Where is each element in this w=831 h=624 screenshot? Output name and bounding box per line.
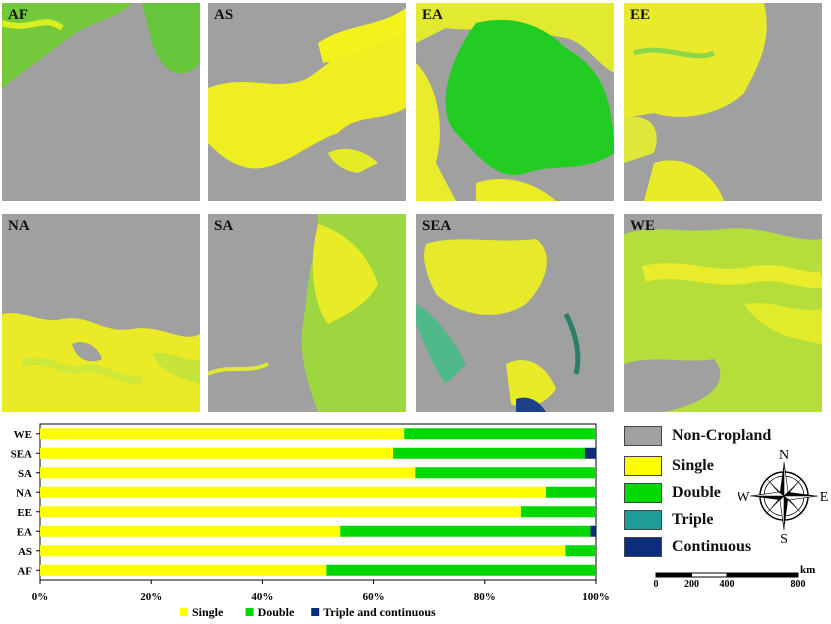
bar-ee-double xyxy=(520,506,596,518)
y-tick-label: NA xyxy=(16,487,32,499)
scale-tick-label: 400 xyxy=(720,579,735,590)
compass-s: S xyxy=(780,532,788,544)
y-tick-label: AS xyxy=(18,546,32,558)
scale-segment xyxy=(726,572,799,578)
map-ea-pattern xyxy=(416,3,614,201)
bar-ea-single xyxy=(40,525,341,537)
y-tick-label: AF xyxy=(17,565,32,577)
x-tick-label: 20% xyxy=(140,591,162,603)
panel-label: SEA xyxy=(422,218,452,234)
map-panel-sea: SEA xyxy=(416,214,614,412)
legend-swatch-double xyxy=(245,608,254,616)
legend-label: Single xyxy=(672,457,714,474)
map-ee-pattern xyxy=(624,3,767,201)
plot-frame xyxy=(39,423,597,581)
scale-segment xyxy=(691,572,728,578)
bar-ea-triple-and-continuous xyxy=(590,525,596,537)
panel-label: AS xyxy=(214,7,234,23)
panel-label: NA xyxy=(8,218,30,234)
map-panel-ea: EA xyxy=(416,3,614,201)
legend-swatch-single xyxy=(180,608,188,616)
bar-ee-single xyxy=(40,506,521,518)
x-tick-label: 80% xyxy=(474,591,496,603)
scale-tick-label: 800 xyxy=(791,579,806,590)
map-we-pattern xyxy=(624,228,822,412)
compass-rose-icon: N S E W xyxy=(738,448,829,544)
x-tick-label: 0% xyxy=(32,591,49,603)
scale-tick-label: 200 xyxy=(684,579,699,590)
map-panel-we: WE xyxy=(624,214,822,412)
y-tick-label: SA xyxy=(18,468,32,480)
compass-e: E xyxy=(820,490,829,505)
map-panel-af: AF xyxy=(2,3,200,201)
map-panel-sa: SA xyxy=(208,214,406,412)
panel-label: AF xyxy=(8,7,28,23)
legend-swatch xyxy=(624,510,662,530)
legend-swatch xyxy=(624,426,662,446)
y-tick-label: WE xyxy=(14,429,32,441)
legend-swatch xyxy=(624,456,662,476)
bar-na-double xyxy=(545,486,596,498)
y-tick-label: SEA xyxy=(11,448,32,460)
x-tick-label: 60% xyxy=(363,591,385,603)
map-as-pattern xyxy=(208,8,406,173)
legend-label-single: Single xyxy=(192,605,224,619)
legend-label: Continuous xyxy=(672,538,752,555)
bar-we-single xyxy=(40,428,405,440)
bar-sea-double xyxy=(393,447,585,459)
map-af-pattern xyxy=(2,3,200,88)
compass-n: N xyxy=(779,448,789,463)
legend-label: Triple xyxy=(672,511,714,528)
legend-swatch xyxy=(624,483,662,503)
legend-swatch xyxy=(624,537,662,557)
legend-label-double: Double xyxy=(258,605,295,619)
legend-label: Non-Cropland xyxy=(672,427,772,444)
legend-swatch-triple-and-continuous xyxy=(311,608,320,616)
bar-as-double xyxy=(565,545,596,557)
bar-sea-single xyxy=(40,447,394,459)
x-tick-label: 40% xyxy=(251,591,273,603)
bar-we-double xyxy=(404,428,596,440)
x-tick-label: 100% xyxy=(582,591,610,603)
scale-segment xyxy=(655,572,692,578)
map-panel-ee: EE xyxy=(624,3,822,201)
bar-af-double xyxy=(326,564,596,576)
bar-as-single xyxy=(40,545,566,557)
panel-label: WE xyxy=(630,218,656,234)
y-tick-label: EE xyxy=(17,507,32,519)
compass-w: W xyxy=(738,490,750,505)
scale-unit: km xyxy=(800,564,815,576)
panel-label: EA xyxy=(422,7,443,23)
scale-bar: 0 200 400 800 km xyxy=(654,564,816,590)
stacked-bar-chart: WE SEA SA NA EE EA AS AF 0% 20% 40% 60% 80% 100% Sin… xyxy=(11,423,610,619)
map-panel-as: AS xyxy=(208,3,406,201)
map-sa-pattern xyxy=(208,214,406,412)
bar-na-single xyxy=(40,486,546,498)
legend-label-triple-and-continuous: Triple and continuous xyxy=(323,605,436,619)
bar-sa-single xyxy=(40,467,416,479)
scale-tick-label: 0 xyxy=(654,579,659,590)
y-tick-label: EA xyxy=(17,526,32,538)
map-na-pattern xyxy=(2,312,200,412)
bar-sa-double xyxy=(415,467,596,479)
bar-ea-double xyxy=(340,525,591,537)
map-sea-pattern xyxy=(416,239,581,412)
bar-sea-triple-and-continuous xyxy=(584,447,596,459)
panel-label: EE xyxy=(630,7,651,23)
panel-label: SA xyxy=(214,218,234,234)
legend-label: Double xyxy=(672,484,721,501)
map-panel-na: NA xyxy=(2,214,200,412)
bar-af-single xyxy=(40,564,327,576)
